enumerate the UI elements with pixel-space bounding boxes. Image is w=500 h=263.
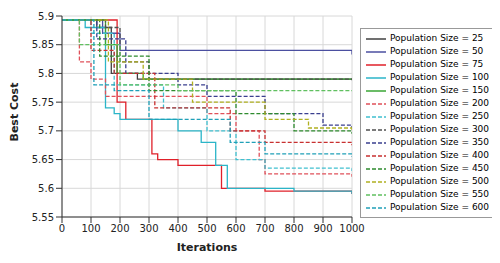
svg-text:5.75: 5.75 [32,97,54,108]
svg-text:Iterations: Iterations [177,241,238,254]
svg-text:500: 500 [197,223,216,234]
html-text:Population Size = 50: Population Size = 50 [390,46,484,56]
svg-text:400: 400 [168,223,187,234]
svg-text:300: 300 [139,223,158,234]
svg-text:5.6: 5.6 [38,183,54,194]
svg-text:5.8: 5.8 [38,68,54,79]
html-text:Population Size = 100: Population Size = 100 [390,72,490,82]
html-text:Population Size = 450: Population Size = 450 [390,163,490,173]
svg-text:900: 900 [313,223,332,234]
html-text:Population Size = 25: Population Size = 25 [390,33,484,43]
svg-text:0: 0 [59,223,65,234]
svg-text:5.85: 5.85 [32,39,54,50]
html-text:Population Size = 350: Population Size = 350 [390,137,490,147]
svg-text:5.65: 5.65 [32,154,54,165]
svg-text:5.55: 5.55 [32,212,54,223]
svg-text:200: 200 [110,223,129,234]
svg-text:1000: 1000 [339,223,364,234]
html-text:Population Size = 500: Population Size = 500 [390,176,490,186]
html-text:Population Size = 550: Population Size = 550 [390,189,490,199]
svg-text:5.9: 5.9 [38,11,54,22]
html-text:Population Size = 400: Population Size = 400 [390,150,490,160]
html-text:Population Size = 150: Population Size = 150 [390,85,490,95]
svg-text:700: 700 [255,223,274,234]
svg-text:100: 100 [81,223,100,234]
svg-text:600: 600 [226,223,245,234]
html-text:Population Size = 300: Population Size = 300 [390,124,490,134]
svg-text:5.7: 5.7 [38,125,54,136]
html-text:Population Size = 75: Population Size = 75 [390,59,484,69]
html-text:Population Size = 250: Population Size = 250 [390,111,490,121]
html-text:Population Size = 200: Population Size = 200 [390,98,490,108]
html-text:Population Size = 600: Population Size = 600 [390,202,490,212]
svg-text:Best Cost: Best Cost [8,83,21,142]
svg-text:800: 800 [284,223,303,234]
